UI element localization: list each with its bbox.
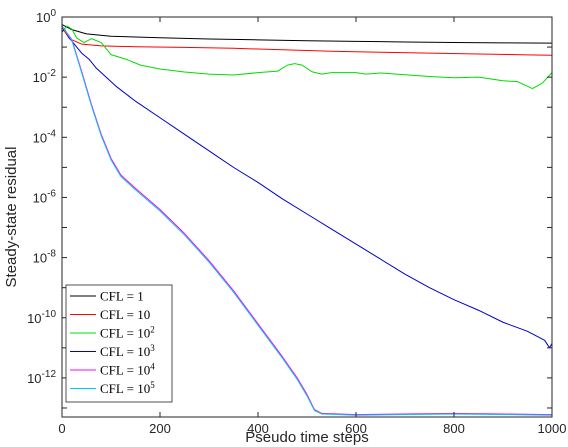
plot-frame <box>61 16 553 418</box>
legend-label: CFL = 105 <box>100 380 155 396</box>
x-tick-label: 600 <box>345 421 367 436</box>
legend-box <box>65 284 173 403</box>
x-tick-label: 1000 <box>538 421 567 436</box>
y-tick-label: 10-10 <box>27 309 56 326</box>
legend-label: CFL = 1 <box>100 289 144 304</box>
legend-label: CFL = 10 <box>100 307 150 322</box>
legend: CFL = 1 CFL = 10 CFL = 102 CFL = 103 CFL = 1… <box>65 284 173 403</box>
series-line <box>61 27 553 56</box>
y-tick-label: 10-6 <box>33 188 57 205</box>
series-layer <box>61 24 553 416</box>
x-axis-title: Pseudo time steps <box>245 429 368 446</box>
x-tick-label: 0 <box>58 421 65 436</box>
y-tick-label: 10-2 <box>33 68 57 85</box>
series-line <box>61 28 553 349</box>
y-axis-title: Steady-state residual <box>3 147 20 288</box>
legend-label: CFL = 104 <box>100 362 155 378</box>
series-line <box>61 25 553 90</box>
y-tick-label: 10-4 <box>33 128 57 145</box>
legend-label: CFL = 102 <box>100 325 155 341</box>
y-tick-label: 10-12 <box>27 369 56 386</box>
x-tick-label: 800 <box>443 421 465 436</box>
x-tick-label: 200 <box>149 421 171 436</box>
axis-layer: 0 200 400 600 800 1000 100 10-2 10-4 10-6 10-8 10-1… <box>27 8 566 436</box>
y-tick-label: 10-8 <box>33 249 57 266</box>
series-line <box>61 24 553 44</box>
x-tick-label: 400 <box>247 421 269 436</box>
legend-label: CFL = 103 <box>100 343 155 359</box>
series-line <box>61 25 553 416</box>
y-tick-label: 100 <box>36 8 56 25</box>
